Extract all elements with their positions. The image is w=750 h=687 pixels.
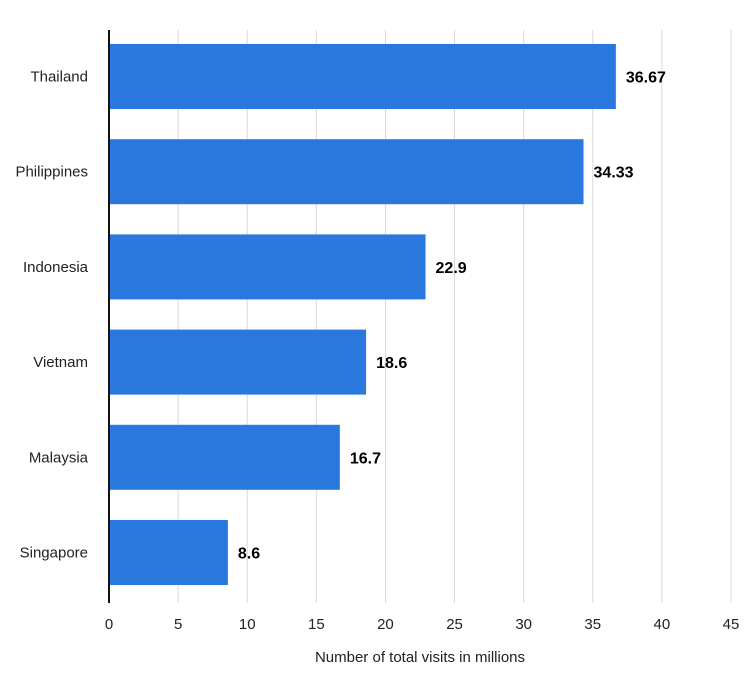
value-label: 18.6	[376, 355, 407, 372]
bars	[109, 44, 616, 585]
x-tick-label: 20	[377, 616, 394, 633]
x-tick-label: 0	[105, 616, 113, 633]
value-labels: 36.67 34.33 22.9 18.6 16.7 8.6	[238, 70, 666, 563]
category-label: Malaysia	[29, 449, 89, 466]
x-tick-label: 15	[308, 616, 325, 633]
bar-philippines	[109, 139, 584, 205]
category-label: Thailand	[30, 69, 88, 86]
bar-indonesia	[109, 234, 426, 300]
bar-singapore	[109, 520, 228, 585]
x-tick-labels: 0 5 10 15 20 25 30 35 40 45	[105, 616, 740, 633]
category-label: Singapore	[20, 545, 88, 562]
category-label: Vietnam	[33, 354, 88, 371]
category-label: Philippines	[15, 164, 88, 181]
x-tick-label: 25	[446, 616, 463, 633]
value-label: 22.9	[436, 260, 467, 277]
x-axis-title: Number of total visits in millions	[315, 649, 525, 666]
category-label: Indonesia	[23, 259, 89, 276]
x-tick-label: 45	[723, 616, 740, 633]
x-tick-label: 35	[584, 616, 601, 633]
x-tick-label: 10	[239, 616, 256, 633]
bar-malaysia	[109, 424, 340, 490]
x-tick-label: 40	[654, 616, 671, 633]
value-label: 36.67	[626, 70, 666, 87]
gridlines	[177, 30, 732, 603]
value-label: 34.33	[594, 165, 634, 182]
value-label: 16.7	[350, 450, 381, 467]
x-tick-label: 30	[515, 616, 532, 633]
category-labels: Thailand Philippines Indonesia Vietnam Malay…	[15, 69, 88, 562]
value-label: 8.6	[238, 546, 260, 563]
x-tick-label: 5	[174, 616, 182, 633]
bar-vietnam	[109, 329, 367, 395]
bar-thailand	[109, 44, 616, 109]
